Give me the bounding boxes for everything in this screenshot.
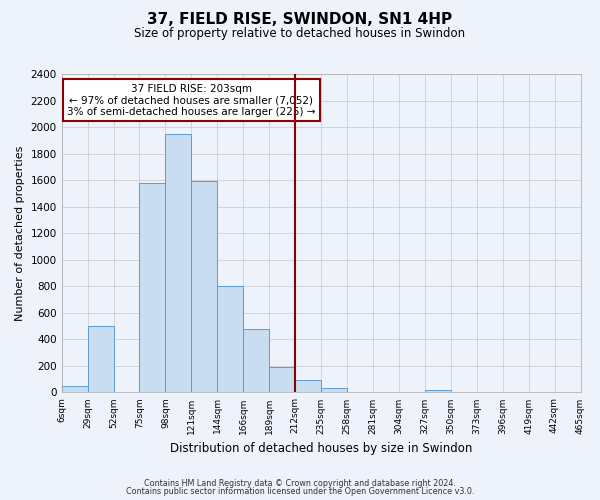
X-axis label: Distribution of detached houses by size in Swindon: Distribution of detached houses by size … [170, 442, 472, 455]
Text: Contains public sector information licensed under the Open Government Licence v3: Contains public sector information licen… [126, 487, 474, 496]
Bar [269, 367, 295, 392]
Bar [321, 388, 347, 392]
Bar [217, 286, 243, 393]
Bar [166, 134, 191, 392]
Bar [295, 380, 321, 392]
Text: Size of property relative to detached houses in Swindon: Size of property relative to detached ho… [134, 28, 466, 40]
Bar [191, 182, 217, 392]
Bar [88, 326, 113, 392]
Bar [425, 390, 451, 392]
Text: Contains HM Land Registry data © Crown copyright and database right 2024.: Contains HM Land Registry data © Crown c… [144, 478, 456, 488]
Text: 37, FIELD RISE, SWINDON, SN1 4HP: 37, FIELD RISE, SWINDON, SN1 4HP [148, 12, 452, 28]
Bar [139, 183, 166, 392]
Bar [243, 328, 269, 392]
Text: 37 FIELD RISE: 203sqm
← 97% of detached houses are smaller (7,052)
3% of semi-de: 37 FIELD RISE: 203sqm ← 97% of detached … [67, 84, 316, 117]
Bar [62, 386, 88, 392]
Y-axis label: Number of detached properties: Number of detached properties [15, 146, 25, 321]
